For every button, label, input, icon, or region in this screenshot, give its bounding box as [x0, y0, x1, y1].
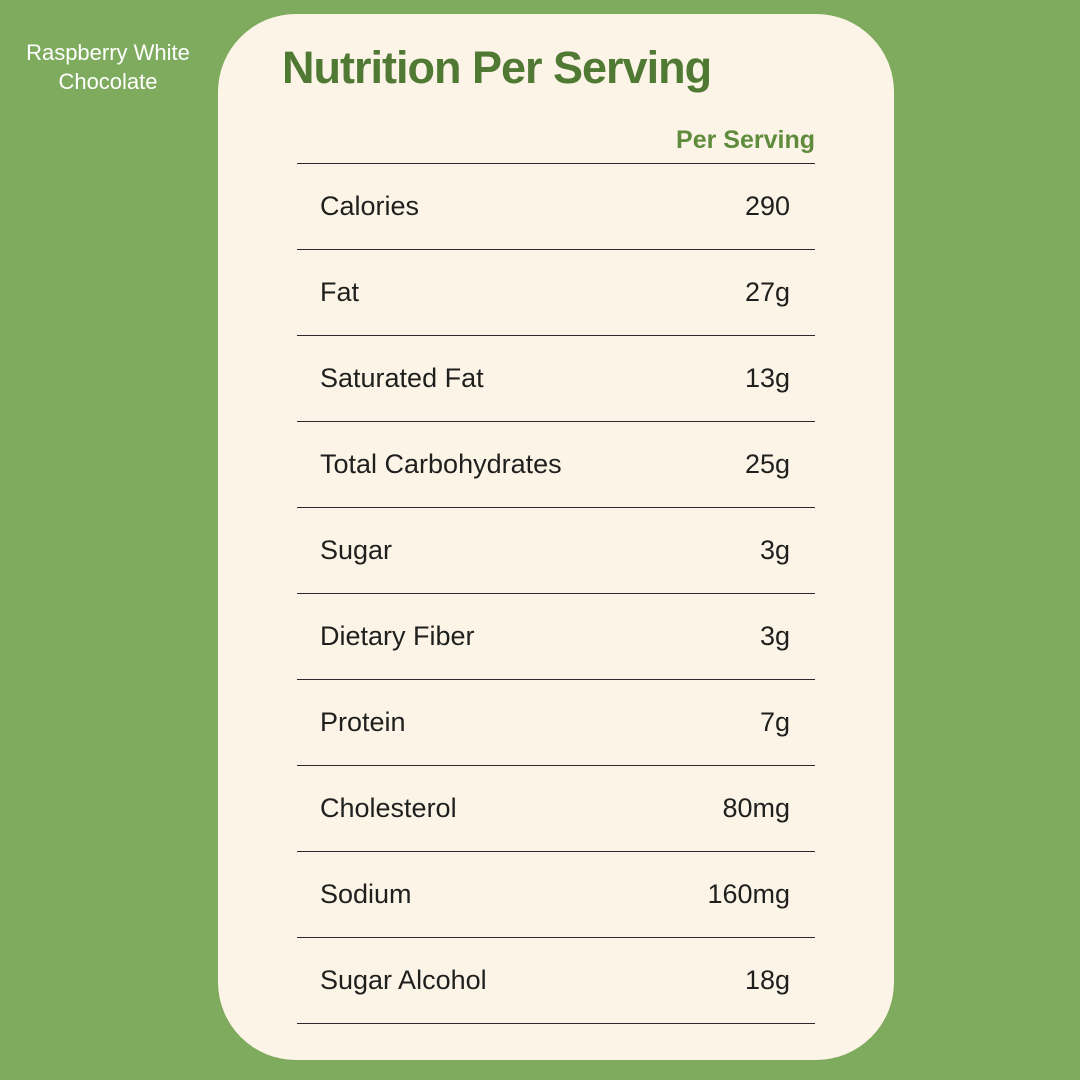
card-title: Nutrition Per Serving [282, 42, 712, 93]
table-row: Calories 290 [297, 164, 815, 250]
table-row: Total Carbohydrates 25g [297, 422, 815, 508]
row-value: 25g [744, 449, 790, 479]
table-row: Saturated Fat 13g [297, 336, 815, 422]
row-label: Total Carbohydrates [320, 449, 562, 479]
row-label: Sodium [320, 879, 412, 909]
row-label: Cholesterol [320, 793, 457, 823]
nutrition-card: Nutrition Per Serving Per Serving Calori… [218, 14, 894, 1060]
table-row: Sugar Alcohol 18g [297, 938, 815, 1024]
row-label: Sugar Alcohol [320, 965, 487, 995]
row-label: Calories [320, 191, 420, 221]
row-value: 13g [744, 363, 790, 393]
row-value: 7g [759, 707, 790, 737]
nutrition-table: Calories 290 Fat 27g Saturated Fat 13g T… [297, 163, 815, 1024]
row-label: Protein [320, 707, 406, 737]
row-value: 290 [744, 191, 790, 221]
row-value: 80mg [722, 793, 790, 823]
table-row: Dietary Fiber 3g [297, 594, 815, 680]
row-label: Sugar [320, 535, 393, 565]
table-row: Sugar 3g [297, 508, 815, 594]
table-row: Protein 7g [297, 680, 815, 766]
row-value: 27g [744, 277, 790, 307]
row-label: Saturated Fat [320, 363, 484, 393]
row-value: 3g [759, 535, 790, 565]
row-value: 18g [744, 965, 790, 995]
row-label: Fat [320, 277, 360, 307]
per-serving-column-header: Per Serving [676, 126, 815, 154]
table-row: Fat 27g [297, 250, 815, 336]
row-value: 160mg [707, 879, 790, 909]
table-row: Cholesterol 80mg [297, 766, 815, 852]
row-label: Dietary Fiber [320, 621, 475, 651]
row-value: 3g [759, 621, 790, 651]
flavor-label: Raspberry White Chocolate [26, 40, 190, 94]
table-row: Sodium 160mg [297, 852, 815, 938]
